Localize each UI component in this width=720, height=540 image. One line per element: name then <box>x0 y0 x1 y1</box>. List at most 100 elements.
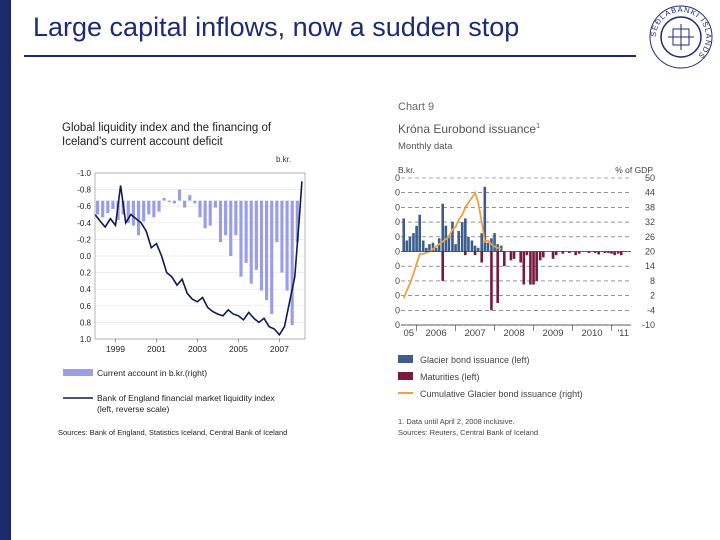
chart2-bar-glacier-issuance <box>464 218 467 252</box>
chart2-left-unit: B.kr. <box>398 165 415 175</box>
chart2-bar-maturities <box>619 251 623 256</box>
chart2-x-tick-label: 2010 <box>581 328 602 339</box>
chart2-bar-glacier-issuance <box>441 203 445 252</box>
chart2-x-tick-label: 2006 <box>426 328 447 339</box>
chart2-bar-glacier-issuance <box>421 240 425 252</box>
chart1-bar-current-account <box>285 200 289 291</box>
chart1-bar-current-account <box>208 200 212 226</box>
chart2-bar-glacier-issuance <box>447 235 451 252</box>
chart2-bar-glacier-issuance <box>483 186 487 252</box>
chart2-bar-maturities <box>574 251 577 256</box>
chart2-bar-glacier-issuance <box>412 233 415 252</box>
chart1-bar-current-account <box>229 200 233 256</box>
chart2-bar-maturities <box>509 251 513 261</box>
chart2-right-tick-label: 2 <box>650 291 655 301</box>
chart2-left-tick-label: -100 <box>395 320 400 330</box>
chart1-bar-current-account <box>290 200 294 326</box>
chart1-bar-current-account <box>167 200 171 203</box>
chart2-bar-maturities <box>551 251 555 259</box>
chart2-bar-glacier-issuance <box>418 214 422 252</box>
chart1-bar-current-account <box>203 200 207 229</box>
legend-swatch-current-account <box>63 369 93 376</box>
chart2-right-tick-label: 26 <box>645 232 655 242</box>
chart1-left-tick-label: -0.6 <box>77 202 91 211</box>
chart2-bar-maturities <box>532 251 535 285</box>
chart1-left-tick-label: -0.2 <box>77 235 91 244</box>
liquidity-chart-panel: Global liquidity index and the financing… <box>55 115 313 445</box>
legend-label-glacier: Glacier bond issuance (left) <box>420 355 530 365</box>
chart1-bar-current-account <box>183 200 187 208</box>
chart2-right-tick-label: 44 <box>645 188 655 198</box>
chart2-bar-glacier-issuance <box>486 242 490 252</box>
chart2-axes: 100806040200-20-40-60-80-100504438322620… <box>395 173 655 339</box>
chart2-bar-glacier-issuance <box>467 236 470 252</box>
chart2-left-tick-label: 0 <box>395 247 400 257</box>
chart1-bar-current-account <box>264 200 269 301</box>
chart1-left-tick-label: 0.8 <box>80 318 92 327</box>
legend-swatch-maturities <box>398 372 413 380</box>
chart2-right-tick-label: 14 <box>645 261 655 271</box>
chart1-bar-current-account <box>142 200 146 222</box>
liquidity-chart-svg: b.kr. -1.0 -0.8 -0.6 -0.4 -0.2 0.0 0.2 0.4 0.6 0.… <box>58 155 306 437</box>
chart2-bar-glacier-issuance <box>454 244 457 252</box>
chart1-bar-current-account <box>152 200 156 218</box>
chart2-bar-maturities <box>441 251 445 281</box>
chart1-line <box>94 181 303 337</box>
chart2-bar-glacier-issuance <box>451 222 454 252</box>
chart2-bar-glacier-issuance <box>480 233 483 252</box>
chart2-left-tick-label: 40 <box>395 217 400 227</box>
eurobond-chart-svg: B.kr. % of GDP 100 80 60 40 20 0 -20 -40 -60 -80 -… <box>395 165 655 437</box>
chart2-bar-glacier-issuance <box>402 218 406 252</box>
chart1-bar-current-account <box>280 200 284 273</box>
chart1-bar-current-account <box>218 200 223 243</box>
chart1-bar-current-account <box>234 200 238 236</box>
chart1-bar-current-account <box>177 189 182 201</box>
chart2-bars <box>402 186 623 311</box>
chart2-bar-maturities <box>480 251 483 263</box>
chart1-legend: Current account in b.kr.(right) Bank of … <box>63 368 275 414</box>
chart2-bar-maturities <box>541 251 545 258</box>
chart2-bar-maturities <box>568 251 571 253</box>
chart2-bar-glacier-issuance <box>405 240 409 252</box>
chart2-x-tick-label: 2007 <box>464 328 485 339</box>
chart2-left-tick-label: -80 <box>395 305 400 315</box>
eurobond-chart-panel: Chart 9 Króna Eurobond issuance1 Monthly… <box>395 96 657 441</box>
chart2-left-tick-label: 60 <box>395 202 400 212</box>
chart2-title: Króna Eurobond issuance1 <box>398 122 540 136</box>
chart1-bars <box>95 189 299 326</box>
chart2-bar-maturities <box>490 251 493 311</box>
chart1-bar-current-account <box>193 200 197 204</box>
chart1-bar-current-account <box>131 200 136 226</box>
chart2-bar-maturities <box>512 251 516 259</box>
chart2-bar-glacier-issuance <box>460 222 464 252</box>
chart2-bar-maturities <box>529 251 532 285</box>
chart2-bar-maturities <box>522 251 526 285</box>
chart1-title: Global liquidity index and the financing… <box>62 122 272 148</box>
chart1-left-tick-label: -0.4 <box>77 219 91 228</box>
chart2-bar-glacier-issuance <box>408 236 412 252</box>
chart2-x-tick-label: '11 <box>617 328 629 339</box>
chart1-bar-current-account <box>188 195 192 201</box>
chart1-bar-current-account <box>249 200 253 284</box>
title-underline <box>24 55 636 57</box>
chart2-legend: Glacier bond issuance (left) Maturities … <box>398 355 583 399</box>
chart1-gridlines <box>95 172 305 340</box>
chart1-bar-current-account <box>147 200 151 215</box>
chart2-bar-maturities <box>603 251 607 253</box>
chart1-bar-current-account <box>259 200 264 291</box>
chart1-x-tick-label: 2005 <box>229 344 248 354</box>
chart2-source: Sources: Reuters, Central Bank of Icelan… <box>398 428 538 437</box>
chart2-right-tick-label: 8 <box>650 276 655 286</box>
legend-swatch-glacier <box>398 355 413 363</box>
chart2-bar-glacier-issuance <box>473 245 477 252</box>
chart2-bar-glacier-issuance <box>431 242 435 252</box>
chart1-bar-current-account <box>172 200 176 204</box>
chart1-bar-current-account <box>101 200 105 218</box>
chart1-x-tick-label: 1999 <box>106 344 125 354</box>
legend-label-maturities: Maturities (left) <box>420 372 480 382</box>
chart1-line-liquidity-index <box>94 181 303 337</box>
chart2-label: Chart 9 <box>398 101 435 113</box>
chart2-bar-maturities <box>503 251 506 267</box>
chart1-bar-current-account <box>224 200 228 236</box>
chart1-bar-current-account <box>157 200 161 212</box>
